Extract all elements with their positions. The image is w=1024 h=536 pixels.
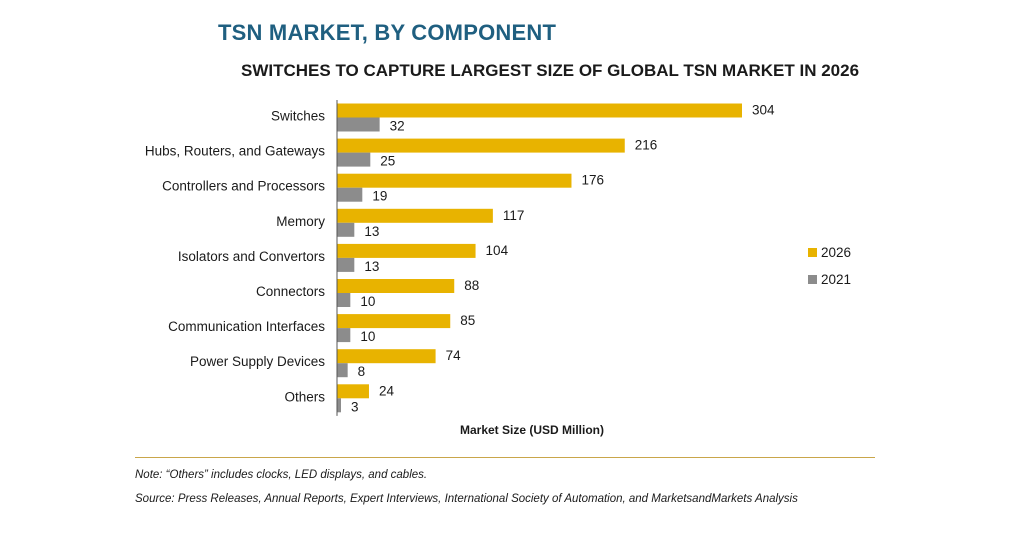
value-label-2026-switches: 304: [752, 103, 775, 118]
value-label-2021-memory: 13: [364, 224, 379, 239]
chart-title: TSN MARKET, BY COMPONENT: [218, 20, 557, 45]
legend-swatch-2026: [808, 248, 817, 257]
category-label-hubs-routers-and-gateways: Hubs, Routers, and Gateways: [145, 144, 325, 159]
value-label-2021-communication-interfaces: 10: [360, 329, 375, 344]
footer-divider: [135, 457, 875, 458]
bar-2026-communication-interfaces: [337, 314, 451, 329]
category-label-isolators-and-convertors: Isolators and Convertors: [178, 249, 325, 264]
category-label-connectors: Connectors: [256, 284, 325, 299]
value-label-2026-memory: 117: [503, 208, 525, 223]
bar-2026-controllers-and-processors: [337, 173, 572, 188]
legend-label-2021: 2021: [821, 272, 851, 287]
value-label-2021-others: 3: [351, 399, 359, 414]
bar-2021-power-supply-devices: [337, 363, 348, 378]
value-label-2021-connectors: 10: [360, 294, 375, 309]
x-axis-title: Market Size (USD Million): [460, 423, 604, 437]
value-label-2021-switches: 32: [390, 119, 405, 134]
value-label-2026-controllers-and-processors: 176: [581, 173, 604, 188]
bar-2021-isolators-and-convertors: [337, 257, 355, 272]
footnote-source: Source: Press Releases, Annual Reports, …: [135, 493, 798, 505]
bar-2026-isolators-and-convertors: [337, 243, 476, 258]
bar-2021-switches: [337, 117, 380, 132]
value-label-2021-power-supply-devices: 8: [358, 364, 366, 379]
value-label-2026-connectors: 88: [464, 278, 479, 293]
category-label-communication-interfaces: Communication Interfaces: [168, 319, 325, 334]
value-label-2026-hubs-routers-and-gateways: 216: [635, 138, 658, 153]
footnote-note: Note: “Others” includes clocks, LED disp…: [135, 469, 428, 481]
bar-2026-switches: [337, 103, 742, 118]
bar-2021-others: [337, 398, 341, 413]
chart-subtitle: SWITCHES TO CAPTURE LARGEST SIZE OF GLOB…: [241, 61, 860, 80]
bar-2021-connectors: [337, 293, 351, 307]
legend-label-2026: 2026: [821, 245, 851, 260]
bar-2021-controllers-and-processors: [337, 187, 363, 202]
value-label-2026-isolators-and-convertors: 104: [486, 243, 509, 258]
bar-2026-power-supply-devices: [337, 349, 436, 364]
bar-2021-memory: [337, 222, 355, 237]
bar-2021-communication-interfaces: [337, 328, 351, 343]
bar-2026-connectors: [337, 279, 455, 293]
bar-2026-others: [337, 384, 369, 399]
value-label-2026-others: 24: [379, 383, 395, 398]
bar-2026-memory: [337, 208, 493, 223]
value-label-2021-isolators-and-convertors: 13: [364, 259, 379, 274]
value-label-2021-controllers-and-processors: 19: [372, 189, 387, 204]
category-label-controllers-and-processors: Controllers and Processors: [162, 179, 325, 194]
value-label-2021-hubs-routers-and-gateways: 25: [380, 154, 395, 169]
bar-2026-hubs-routers-and-gateways: [337, 138, 625, 153]
category-label-switches: Switches: [271, 109, 325, 124]
legend-swatch-2021: [808, 275, 817, 284]
value-label-2026-communication-interfaces: 85: [460, 313, 475, 328]
category-label-others: Others: [284, 389, 325, 404]
category-label-memory: Memory: [276, 214, 325, 229]
category-label-power-supply-devices: Power Supply Devices: [190, 354, 325, 369]
bar-2021-hubs-routers-and-gateways: [337, 152, 371, 167]
value-label-2026-power-supply-devices: 74: [446, 348, 462, 363]
